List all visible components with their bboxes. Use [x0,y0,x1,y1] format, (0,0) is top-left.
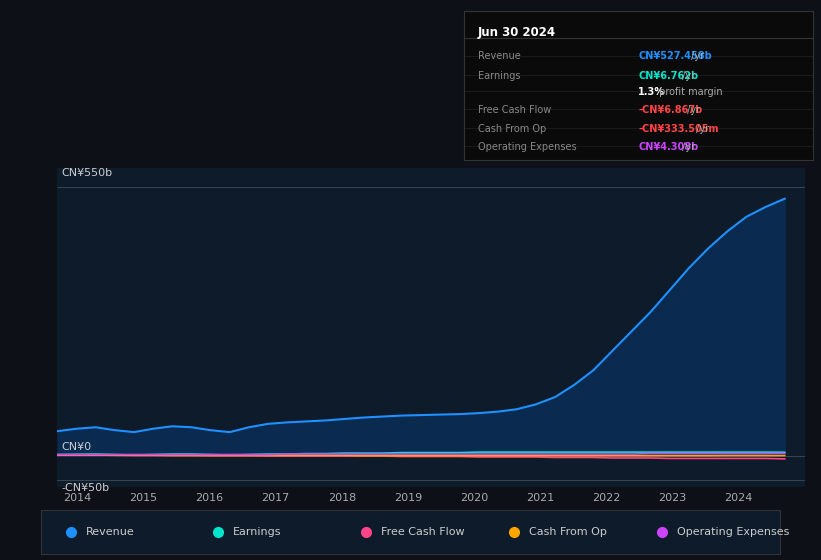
Text: -CN¥333.505m /yr: -CN¥333.505m /yr [639,124,727,134]
Text: -CN¥6.867b /yr: -CN¥6.867b /yr [639,105,712,115]
Text: Earnings: Earnings [233,527,282,537]
Text: Operating Expenses: Operating Expenses [677,527,789,537]
Text: 1.3%: 1.3% [639,87,665,97]
Text: /yr: /yr [693,124,709,134]
Text: Jun 30 2024: Jun 30 2024 [478,26,556,39]
Text: Free Cash Flow: Free Cash Flow [381,527,465,537]
Text: Operating Expenses: Operating Expenses [478,142,576,152]
Text: -CN¥333.505m: -CN¥333.505m [639,124,719,134]
Text: /yr: /yr [679,71,695,81]
Text: /yr: /yr [688,52,704,61]
Text: CN¥527.458b: CN¥527.458b [639,52,712,61]
Text: Revenue: Revenue [478,52,521,61]
Text: CN¥6.762b: CN¥6.762b [639,71,699,81]
Text: /yr: /yr [684,105,699,115]
Text: -CN¥50b: -CN¥50b [62,483,109,493]
Text: CN¥527.458b /yr: CN¥527.458b /yr [639,52,721,61]
Text: profit margin: profit margin [657,87,723,97]
Text: CN¥550b: CN¥550b [62,168,112,178]
Text: Cash From Op: Cash From Op [478,124,546,134]
Text: -CN¥6.867b: -CN¥6.867b [639,105,703,115]
Text: CN¥6.762b /yr: CN¥6.762b /yr [639,71,709,81]
Text: /yr: /yr [679,142,695,152]
Text: Revenue: Revenue [85,527,134,537]
Text: CN¥4.308b /yr: CN¥4.308b /yr [639,142,709,152]
Text: CN¥4.308b: CN¥4.308b [639,142,699,152]
Text: Cash From Op: Cash From Op [529,527,607,537]
Text: Earnings: Earnings [478,71,521,81]
Text: 1.3% profit margin: 1.3% profit margin [639,87,729,97]
Text: Free Cash Flow: Free Cash Flow [478,105,551,115]
Text: CN¥0: CN¥0 [62,442,91,452]
